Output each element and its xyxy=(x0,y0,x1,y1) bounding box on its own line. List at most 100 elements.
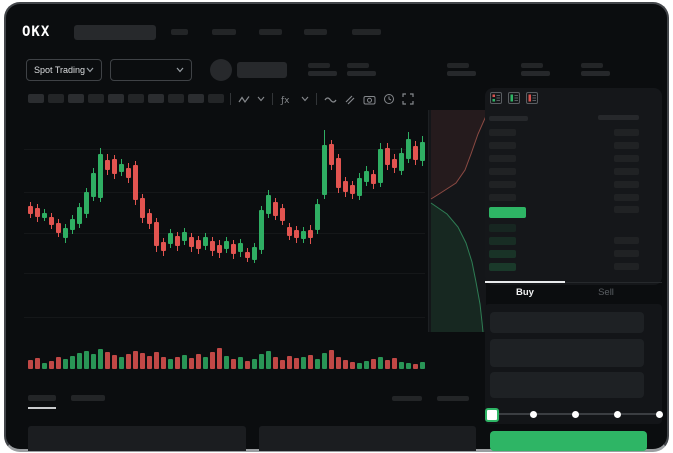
line-style-icon[interactable] xyxy=(324,94,337,104)
timeframe-button-placeholder[interactable] xyxy=(208,94,224,103)
candle-style-icon[interactable] xyxy=(238,94,250,105)
drawing-tools-icon[interactable] xyxy=(344,93,356,105)
slider-stop-dot[interactable] xyxy=(530,411,537,418)
chart-gridline xyxy=(24,233,425,234)
book-asks-icon[interactable] xyxy=(526,92,538,104)
orderbook-ask-row[interactable] xyxy=(489,194,516,201)
orderbook-amount-cell xyxy=(614,206,639,213)
volume-bar xyxy=(273,357,278,369)
orderbook-bid-row[interactable] xyxy=(489,250,516,258)
okx-logo[interactable]: OKX xyxy=(22,24,51,40)
orderbook-bid-row[interactable] xyxy=(489,237,516,245)
timeframe-button-placeholder[interactable] xyxy=(88,94,104,103)
orderbook-ask-row[interactable] xyxy=(489,142,516,149)
orderbook-amount-cell xyxy=(614,168,639,175)
candle-body xyxy=(91,173,96,197)
nav-item-placeholder[interactable] xyxy=(352,29,381,35)
volume-bar xyxy=(112,355,117,369)
nav-item-placeholder[interactable] xyxy=(171,29,188,35)
book-bids-icon[interactable] xyxy=(508,92,520,104)
nav-item-placeholder[interactable] xyxy=(212,29,236,35)
candle-body xyxy=(308,230,313,238)
orderbook-ask-row[interactable] xyxy=(489,168,516,175)
book-split-icon[interactable] xyxy=(490,92,502,104)
candle-body xyxy=(28,206,33,214)
orderbook-ask-row[interactable] xyxy=(489,181,516,188)
buy-submit-button[interactable] xyxy=(490,431,647,451)
bottom-tab-underline xyxy=(28,407,56,409)
volume-bar xyxy=(392,358,397,369)
volume-bar xyxy=(308,355,313,369)
timeframe-button-placeholder[interactable] xyxy=(168,94,184,103)
order-price-field[interactable] xyxy=(490,312,644,333)
volume-bar xyxy=(175,357,180,369)
candle-body xyxy=(413,146,418,160)
timeframe-button-placeholder[interactable] xyxy=(28,94,44,103)
volume-bar xyxy=(189,358,194,369)
volume-bar xyxy=(49,361,54,369)
slider-handle[interactable] xyxy=(485,408,499,422)
ticker-stat-label-placeholder xyxy=(521,63,543,68)
volume-bar xyxy=(91,354,96,369)
order-amount-field[interactable] xyxy=(490,339,644,367)
chevron-down-icon xyxy=(176,67,184,73)
orderbook-bid-row[interactable] xyxy=(489,263,516,271)
orderbook-last-price-bar[interactable] xyxy=(489,207,526,218)
candle-body xyxy=(273,202,278,216)
nav-item-placeholder[interactable] xyxy=(259,29,282,35)
candle-body xyxy=(392,159,397,168)
bottom-link-placeholder[interactable] xyxy=(437,396,469,401)
timeframe-button-placeholder[interactable] xyxy=(148,94,164,103)
volume-bar xyxy=(238,357,243,369)
panel-divider xyxy=(485,282,662,283)
nav-item-placeholder[interactable] xyxy=(304,29,327,35)
volume-bar xyxy=(315,359,320,369)
chevron-down-icon[interactable] xyxy=(301,96,309,102)
timeframe-button-placeholder[interactable] xyxy=(68,94,84,103)
orderbook-bid-row[interactable] xyxy=(489,224,516,232)
chevron-down-icon[interactable] xyxy=(257,96,265,102)
fullscreen-icon[interactable] xyxy=(402,93,414,105)
candle-body xyxy=(385,148,390,165)
tab-sell[interactable]: Sell xyxy=(598,287,614,298)
app-content: OKX Spot Trading xyxy=(4,2,669,451)
pair-select-dropdown[interactable] xyxy=(110,59,192,81)
slider-stop-dot[interactable] xyxy=(614,411,621,418)
slider-stop-dot[interactable] xyxy=(656,411,663,418)
candle-body xyxy=(287,227,292,236)
volume-bar xyxy=(301,357,306,369)
candle-body xyxy=(245,252,250,258)
timeframe-button-placeholder[interactable] xyxy=(188,94,204,103)
header-search-bar[interactable] xyxy=(74,25,156,40)
bottom-link-placeholder[interactable] xyxy=(392,396,422,401)
toolbar-divider xyxy=(230,93,231,105)
bottom-tab-history[interactable] xyxy=(71,395,105,401)
bottom-tab-orders[interactable] xyxy=(28,395,56,401)
toolbar-divider xyxy=(272,93,273,105)
market-type-dropdown[interactable]: Spot Trading xyxy=(26,59,102,81)
volume-bar xyxy=(182,355,187,369)
timezone-clock-icon[interactable] xyxy=(383,93,395,105)
candle-body xyxy=(280,208,285,221)
timeframe-button-placeholder[interactable] xyxy=(108,94,124,103)
candle-body xyxy=(161,242,166,251)
orderbook-price-header-placeholder xyxy=(489,116,528,121)
slider-stop-dot[interactable] xyxy=(572,411,579,418)
order-total-field[interactable] xyxy=(490,372,644,398)
tab-buy[interactable]: Buy xyxy=(516,287,534,298)
volume-bar xyxy=(350,362,355,369)
candle-body xyxy=(210,241,215,251)
timeframe-button-placeholder[interactable] xyxy=(128,94,144,103)
candle-body xyxy=(231,244,236,254)
timeframe-button-placeholder[interactable] xyxy=(48,94,64,103)
indicators-fx-icon[interactable]: ƒx xyxy=(280,94,294,105)
ticker-stat-value-placeholder xyxy=(308,71,337,76)
volume-bar xyxy=(147,356,152,369)
volume-bar xyxy=(126,354,131,369)
candle-body xyxy=(399,153,404,171)
orderbook-ask-row[interactable] xyxy=(489,129,516,136)
orderbook-amount-cell xyxy=(614,129,639,136)
candlestick-chart-canvas[interactable] xyxy=(4,2,485,392)
orderbook-ask-row[interactable] xyxy=(489,155,516,162)
snapshot-camera-icon[interactable] xyxy=(363,94,376,105)
